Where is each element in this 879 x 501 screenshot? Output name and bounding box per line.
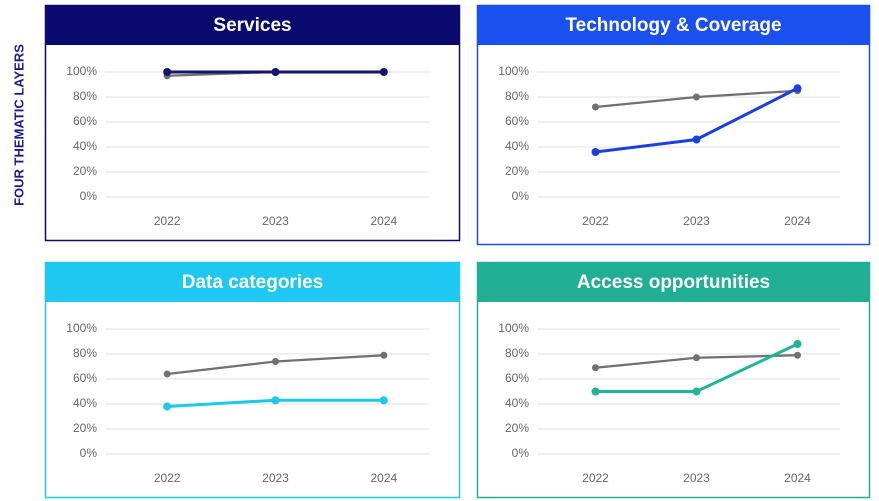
y-tick-label: 80% xyxy=(505,89,529,103)
y-tick-label: 100% xyxy=(66,321,97,335)
y-tick-label: 100% xyxy=(498,64,529,78)
series-point xyxy=(271,396,280,405)
series-point xyxy=(379,396,388,405)
panel-title: Services xyxy=(213,15,291,36)
x-tick-label: 2023 xyxy=(262,214,289,228)
panel-header xyxy=(45,5,460,45)
series-point xyxy=(163,370,171,378)
series-point xyxy=(794,351,801,359)
panel-title: Data categories xyxy=(182,272,324,293)
y-tick-label: 60% xyxy=(73,371,97,385)
series-point xyxy=(380,351,388,359)
series-point xyxy=(793,340,802,348)
x-tick-label: 2024 xyxy=(370,471,397,485)
series-point xyxy=(592,364,599,372)
y-tick-label: 40% xyxy=(73,139,97,153)
series-point xyxy=(379,68,388,76)
panel xyxy=(476,4,871,246)
y-tick-label: 100% xyxy=(498,321,529,335)
y-tick-label: 0% xyxy=(80,189,98,203)
series-point xyxy=(693,354,700,362)
x-tick-label: 2024 xyxy=(370,214,397,228)
y-tick-label: 20% xyxy=(505,164,529,178)
series-point xyxy=(272,358,279,365)
series-point xyxy=(271,68,280,76)
x-tick-label: 2023 xyxy=(262,471,289,485)
x-tick-label: 2023 xyxy=(683,471,710,485)
x-tick-label: 2024 xyxy=(784,471,811,485)
series-point xyxy=(163,68,172,76)
y-tick-label: 20% xyxy=(505,421,529,435)
y-tick-label: 80% xyxy=(505,346,529,360)
x-tick-label: 2023 xyxy=(683,214,710,228)
series-point xyxy=(692,387,701,396)
series-point xyxy=(793,84,802,93)
series-point xyxy=(591,387,600,396)
series-point xyxy=(592,103,599,111)
series-point xyxy=(163,402,172,411)
series-point xyxy=(692,135,701,144)
side-label: FOUR THEMATIC LAYERS xyxy=(11,44,26,206)
y-tick-label: 80% xyxy=(73,89,97,103)
panel-header xyxy=(477,5,870,45)
y-tick-label: 40% xyxy=(505,139,529,153)
y-tick-label: 0% xyxy=(512,189,530,203)
x-tick-label: 2024 xyxy=(784,214,811,228)
y-tick-label: 80% xyxy=(73,346,97,360)
y-tick-label: 0% xyxy=(80,446,98,460)
y-tick-label: 0% xyxy=(512,446,530,460)
panel-title: Access opportunities xyxy=(577,272,770,293)
x-tick-label: 2022 xyxy=(582,471,609,485)
series-point xyxy=(693,93,700,101)
panel-title: Technology & Coverage xyxy=(565,15,781,36)
series-point xyxy=(591,148,600,156)
x-tick-label: 2022 xyxy=(582,214,609,228)
y-tick-label: 20% xyxy=(73,164,97,178)
x-tick-label: 2022 xyxy=(154,471,181,485)
y-tick-label: 100% xyxy=(66,64,97,78)
y-tick-label: 20% xyxy=(73,421,97,435)
panel-header xyxy=(45,262,460,302)
y-tick-label: 40% xyxy=(73,396,97,410)
y-tick-label: 60% xyxy=(505,371,529,385)
x-tick-label: 2022 xyxy=(154,214,181,228)
y-tick-label: 60% xyxy=(73,114,97,128)
y-tick-label: 40% xyxy=(505,396,529,410)
y-tick-label: 60% xyxy=(505,114,529,128)
panel-header xyxy=(477,262,870,302)
